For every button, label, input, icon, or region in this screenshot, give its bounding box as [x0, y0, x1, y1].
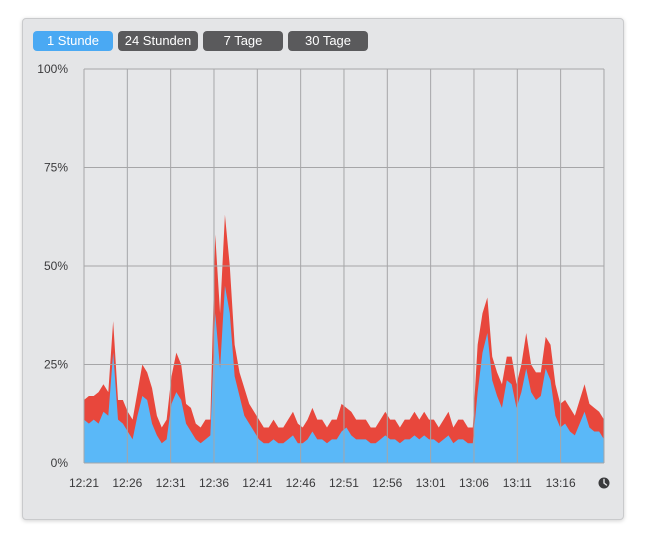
tab-1-hour[interactable]: 1 Stunde	[33, 31, 113, 51]
y-tick-label: 0%	[51, 456, 69, 470]
x-tick-label: 13:11	[503, 476, 532, 490]
y-tick-label: 50%	[44, 259, 68, 273]
y-tick-label: 25%	[44, 358, 68, 372]
x-tick-label: 13:06	[459, 476, 489, 490]
x-tick-label: 12:26	[112, 476, 142, 490]
x-tick-label: 12:41	[242, 476, 272, 490]
cpu-history-panel: 1 Stunde 24 Stunden 7 Tage 30 Tage 0% 25%…	[22, 18, 624, 520]
x-tick-label: 12:46	[286, 476, 316, 490]
x-tick-label: 12:21	[69, 476, 99, 490]
x-tick-label: 13:16	[546, 476, 576, 490]
y-tick-label: 100%	[37, 62, 68, 76]
x-tick-label: 12:36	[199, 476, 229, 490]
clock-icon[interactable]	[598, 477, 610, 489]
tab-30-days[interactable]: 30 Tage	[288, 31, 368, 51]
x-tick-label: 12:51	[329, 476, 359, 490]
cpu-usage-chart: 0% 25% 50% 75% 100% 12:21 12:26 12:31 12:36 12:41…	[37, 62, 610, 490]
tab-24-hours[interactable]: 24 Stunden	[118, 31, 198, 51]
x-tick-label: 13:01	[416, 476, 446, 490]
x-tick-label: 12:56	[372, 476, 402, 490]
y-tick-label: 75%	[44, 161, 68, 175]
tab-7-days[interactable]: 7 Tage	[203, 31, 283, 51]
x-tick-label: 12:31	[156, 476, 186, 490]
